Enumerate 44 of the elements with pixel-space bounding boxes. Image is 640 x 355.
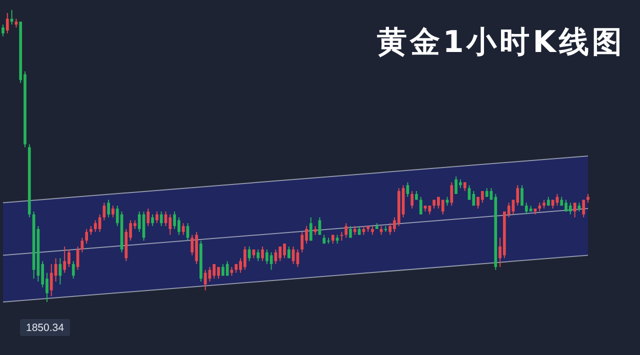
candlestick bbox=[168, 214, 172, 236]
candlestick bbox=[573, 202, 576, 218]
candlestick bbox=[226, 260, 229, 276]
candlestick bbox=[472, 190, 476, 206]
candlestick bbox=[441, 199, 444, 215]
candlestick bbox=[156, 210, 158, 224]
candlestick bbox=[107, 199, 110, 218]
candlestick bbox=[6, 12, 9, 34]
candlestick bbox=[50, 264, 53, 297]
candlestick bbox=[212, 264, 216, 280]
candlestick bbox=[410, 190, 414, 210]
candlestick bbox=[146, 208, 150, 227]
candlestick bbox=[72, 260, 75, 280]
candlestick bbox=[63, 246, 66, 274]
candlestick bbox=[568, 202, 572, 215]
text: 黄金1小时K线图 bbox=[376, 25, 625, 60]
candlestick bbox=[204, 269, 207, 291]
candlestick bbox=[406, 182, 410, 198]
candlestick bbox=[94, 220, 97, 232]
candlestick bbox=[278, 246, 282, 262]
candlestick bbox=[419, 196, 422, 215]
candlestick bbox=[344, 222, 348, 238]
candlestick bbox=[520, 184, 524, 206]
candlestick bbox=[2, 24, 4, 37]
candlestick bbox=[261, 246, 264, 262]
candlestick bbox=[450, 182, 454, 206]
candlestick bbox=[256, 248, 260, 262]
candlestick bbox=[102, 202, 106, 221]
candlestick bbox=[85, 228, 88, 244]
candlestick bbox=[80, 237, 84, 253]
candlestick bbox=[151, 214, 154, 227]
candlestick bbox=[318, 216, 322, 236]
candlestick bbox=[582, 199, 586, 218]
candlestick bbox=[186, 222, 190, 242]
candlestick bbox=[182, 222, 185, 236]
annotation: 1850.34 bbox=[26, 322, 64, 334]
candlestick bbox=[243, 246, 246, 270]
candlestick bbox=[300, 231, 304, 253]
candlestick bbox=[112, 205, 114, 218]
candlestick bbox=[265, 248, 268, 265]
candlestick bbox=[524, 202, 528, 215]
candlestick bbox=[309, 216, 312, 242]
candlestick bbox=[160, 210, 163, 227]
candlestick bbox=[349, 226, 352, 238]
